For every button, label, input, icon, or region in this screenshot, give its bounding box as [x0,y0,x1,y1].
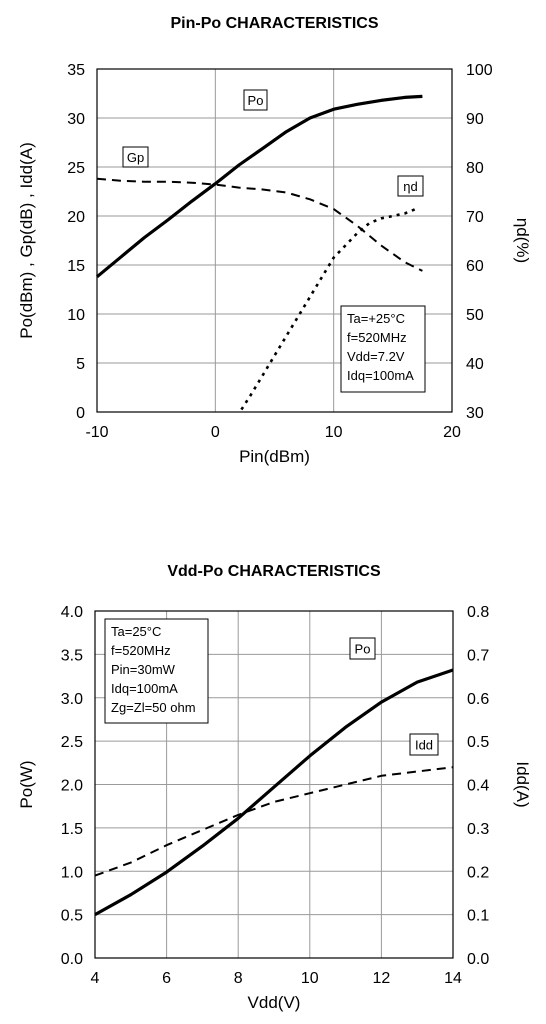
y-tick-label: 1.5 [61,821,83,838]
conditions-box: Ta=+25°C f=520MHz Vdd=7.2V Idq=100mA [340,305,426,393]
series-label-box: ηd [397,175,424,197]
chart-title: Pin-Po CHARACTERISTICS [171,15,379,32]
y2-tick-label: 30 [466,405,484,422]
series-line-po [94,668,454,916]
x-tick-label: 6 [162,970,171,987]
y2-tick-label: 40 [466,356,484,373]
y2-axis-label: Idd(A) [513,761,532,807]
x-tick-label: 8 [234,970,243,987]
series-line-po [95,94,423,279]
y-tick-label: 1.0 [61,864,83,881]
y2-tick-label: 0.7 [467,647,489,664]
x-axis-label: Vdd(V) [248,993,301,1012]
conditions-line: f=520MHz [111,643,171,658]
x-tick-label: 10 [325,424,343,441]
x-tick-label: 10 [301,970,319,987]
series-label-text: Po [355,642,371,657]
series-label-frame [349,637,376,660]
conditions-line: Idq=100mA [111,681,178,696]
y2-tick-label: 0.8 [467,604,489,621]
conditions-line: Zg=Zl=50 ohm [111,700,196,715]
series-line-idd [94,766,454,877]
y-tick-label: 0.5 [61,908,83,925]
y2-tick-label: 70 [466,209,484,226]
y-tick-label: 25 [67,160,85,177]
y2-tick-label: 0.0 [467,951,489,968]
y2-tick-label: 0.4 [467,778,489,795]
y-tick-label: 3.5 [61,647,83,664]
x-tick-label: 0 [211,424,220,441]
plot-frame [94,610,454,959]
y-tick-label: 35 [67,62,85,79]
x-axis-label: Pin(dBm) [239,447,310,466]
y2-tick-label: 0.3 [467,821,489,838]
conditions-line: Idq=100mA [347,368,414,383]
series-label-text: Gp [127,150,144,165]
vdd-po-chart: Vdd-Po CHARACTERISTICS 4 6 8 10 12 14 0.0 0.5 1.0… [17,563,532,1012]
y2-tick-label: 100 [466,62,493,79]
y-tick-label: 10 [67,307,85,324]
conditions-line: Ta=+25°C [347,311,405,326]
y-axis-label: Po(W) [17,760,36,808]
x-tick-label: 14 [444,970,462,987]
y-tick-label: 15 [67,258,85,275]
y2-tick-label: 60 [466,258,484,275]
conditions-frame [340,305,426,393]
conditions-frame [104,618,209,724]
series-line-gp [96,177,423,272]
plot-frame [96,68,453,413]
x-tick-label: 4 [91,970,100,987]
y2-tick-label: 50 [466,307,484,324]
y2-tick-label: 0.6 [467,691,489,708]
conditions-line: Vdd=7.2V [347,349,405,364]
series-label-box: Gp [122,146,149,168]
y-tick-label: 0 [76,405,85,422]
conditions-line: f=520MHz [347,330,407,345]
chart-title: Vdd-Po CHARACTERISTICS [167,563,381,580]
conditions-line: Ta=25°C [111,624,161,639]
y-axis-label: Po(dBm) , Gp(dB) , Idd(A) [17,142,36,339]
series-label-frame [122,146,149,168]
y2-tick-label: 0.2 [467,864,489,881]
series-label-box: Po [349,637,376,660]
x-tick-label: -10 [85,424,108,441]
series-label-text: Po [248,93,264,108]
y-tick-label: 2.0 [61,778,83,795]
y-tick-label: 3.0 [61,691,83,708]
pin-po-chart: Pin-Po CHARACTERISTICS-10 0 10 200510152025… [17,15,532,466]
series-label-frame [243,89,268,111]
y2-axis-label: ηd(%) [513,218,532,263]
series-label-frame [397,175,424,197]
y2-tick-label: 0.1 [467,908,489,925]
conditions-line: Pin=30mW [111,662,176,677]
series-label-box: Po [243,89,268,111]
y-tick-label: 2.5 [61,734,83,751]
series-label-text: Idd [415,738,433,753]
y-tick-label: 4.0 [61,604,83,621]
conditions-box: Ta=25°C f=520MHz Pin=30mW Idq=100mA Zg=Zl=50… [104,618,209,724]
y-tick-label: 0.0 [61,951,83,968]
y-tick-label: 5 [76,356,85,373]
x-tick-label: 12 [373,970,391,987]
x-tick-label: 20 [443,424,461,441]
series-label-box: Idd [409,733,439,756]
grid [97,69,452,412]
y2-tick-label: 0.5 [467,734,489,751]
series-label-text: ηd [403,179,417,194]
series-label-frame [409,733,439,756]
y-tick-label: 30 [67,111,85,128]
y2-tick-label: 80 [466,160,484,177]
y-tick-label: 20 [67,209,85,226]
y2-tick-label: 90 [466,111,484,128]
